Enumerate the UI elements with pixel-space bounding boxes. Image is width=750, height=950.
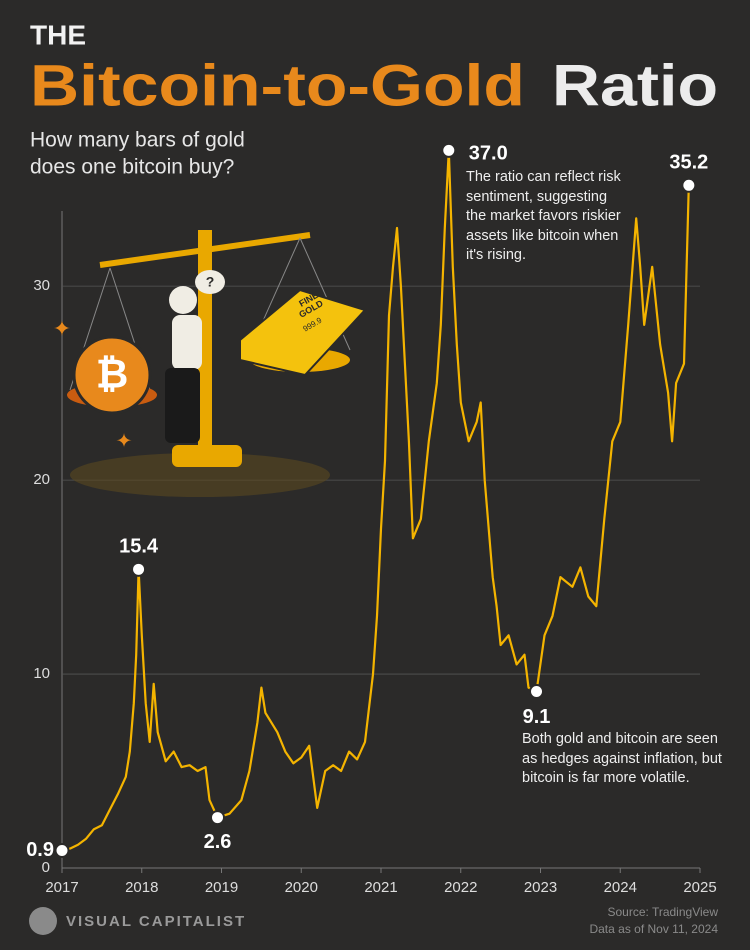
kicker: THE	[30, 19, 86, 50]
annotation-note: Both gold and bitcoin are seen as hedges…	[522, 731, 722, 786]
thought-bubble	[195, 270, 225, 294]
x-tick-label: 2020	[285, 879, 318, 896]
x-tick-label: 2017	[45, 879, 78, 896]
x-tick-label: 2019	[205, 879, 238, 896]
y-tick-label: 20	[33, 471, 50, 488]
bitcoin-coin	[72, 335, 152, 415]
scale-base	[172, 445, 242, 467]
annotation-note: The ratio can reflect risk sentiment, su…	[466, 169, 621, 263]
x-tick-label: 2024	[604, 879, 637, 896]
sparkle: ✦	[116, 430, 133, 452]
y-tick-label: 0	[42, 859, 50, 876]
source: Source: TradingView	[607, 905, 718, 919]
annotation-marker	[131, 561, 147, 577]
x-tick-label: 2022	[444, 879, 477, 896]
x-tick-label: 2023	[524, 879, 557, 896]
annotation-label: 2.6	[204, 831, 232, 853]
head	[169, 286, 197, 314]
annotation-marker	[529, 684, 545, 700]
y-tick-label: 10	[33, 665, 50, 682]
bubble-text: ?	[206, 274, 215, 290]
ratio-line	[61, 149, 690, 852]
subtitle: How many bars of gold	[30, 129, 245, 152]
scale-beam	[99, 232, 311, 268]
annotation-marker	[441, 142, 457, 158]
logo	[29, 907, 57, 935]
annotation-label: 9.1	[523, 706, 551, 728]
subtitle: does one bitcoin buy?	[30, 156, 234, 179]
body	[172, 315, 202, 370]
title: Bitcoin-to-Gold	[30, 53, 525, 118]
bitcoin-symbol: ₿	[96, 353, 129, 397]
annotation-label: 37.0	[469, 143, 508, 165]
annotation-marker	[210, 810, 226, 826]
x-tick-label: 2025	[683, 879, 716, 896]
legs	[165, 368, 200, 443]
annotation-label: 0.9	[26, 839, 54, 861]
annotation-marker	[54, 843, 70, 859]
sparkle: ✦	[53, 316, 71, 341]
date: Data as of Nov 11, 2024	[589, 922, 718, 936]
illustration: ₿ FINE GOLD 999.9 ? ✦ ✦	[53, 230, 367, 497]
annotation-marker	[681, 177, 697, 193]
annotation-label: 35.2	[669, 152, 708, 174]
x-tick-label: 2018	[125, 879, 158, 896]
x-tick-label: 2021	[364, 879, 397, 896]
title-end: Ratio	[552, 53, 718, 118]
annotation-label: 15.4	[119, 536, 159, 558]
gold-bar	[239, 288, 367, 377]
brand: VISUAL CAPITALIST	[66, 913, 246, 930]
shadow	[70, 453, 330, 497]
y-tick-label: 30	[33, 277, 50, 294]
